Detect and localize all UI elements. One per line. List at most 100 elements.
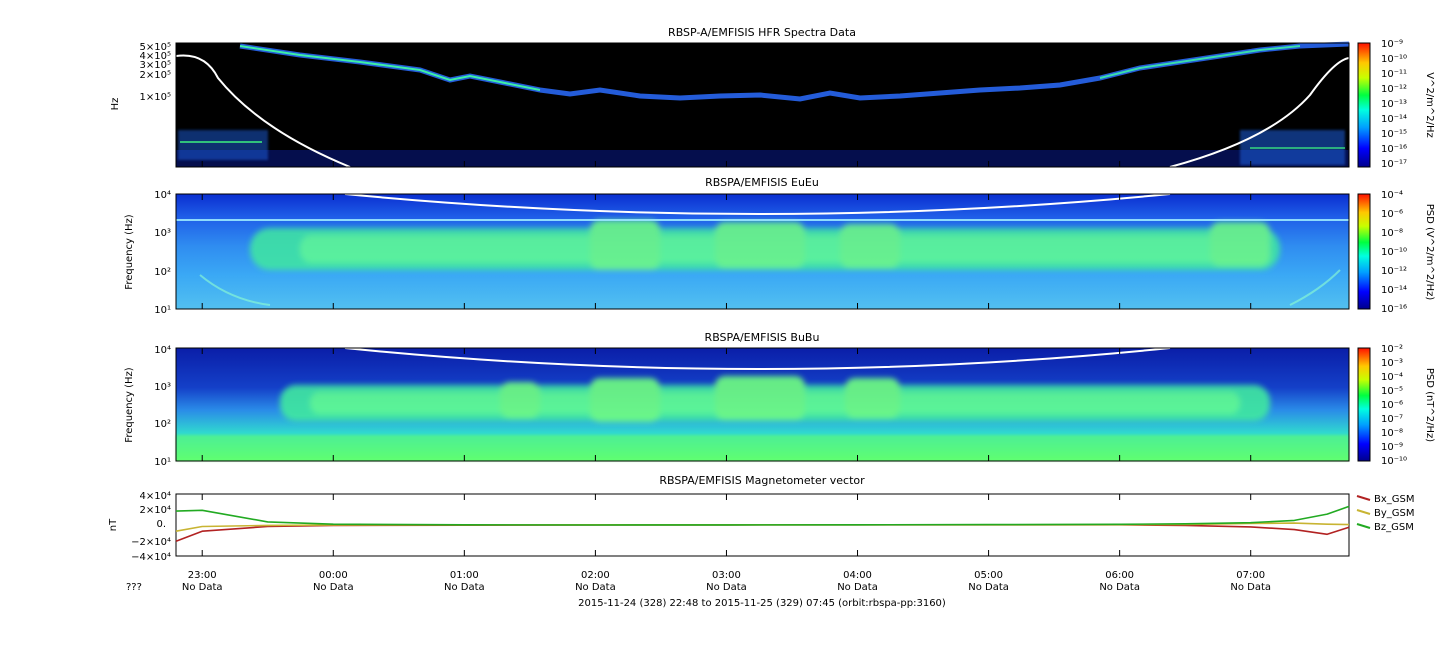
panel-ylabel: nT (108, 518, 119, 531)
colorbar (1357, 42, 1371, 168)
x-ticks (201, 43, 1252, 556)
colorbar-label: PSD (V^2/m^2/Hz) (1424, 204, 1435, 301)
no-data-label: No Data (1099, 582, 1140, 593)
colorbar-tick-label: 10⁻⁶ (1381, 209, 1403, 220)
colorbar-label: PSD (nT^2/Hz) (1424, 368, 1435, 442)
eueu-model-curve (344, 193, 1171, 215)
bubu-panel: RBSPA/EMFISIS BuBu Frequency (Hz) 10⁴ 10… (124, 331, 1435, 468)
y-tick-label: 2×10⁴ (140, 505, 171, 516)
hfr-model-curve-left (175, 54, 351, 168)
colorbar-tick-label: 10⁻³ (1381, 358, 1403, 369)
no-data-label: No Data (182, 582, 223, 593)
legend-label: Bz_GSM (1374, 522, 1414, 533)
time-tick-label: 02:00 (581, 570, 610, 581)
y-tick-label: 4×10⁴ (140, 491, 171, 502)
colorbar-tick-labels: 10⁻⁹ 10⁻¹⁰ 10⁻¹¹ 10⁻¹² 10⁻¹³ 10⁻¹⁴ 10⁻¹⁵… (1381, 39, 1407, 170)
time-tick-label: 00:00 (319, 570, 348, 581)
colorbar-tick-label: 10⁻¹⁶ (1381, 304, 1407, 315)
y-tick-label: 4×10⁵ (140, 51, 171, 62)
panel-title: RBSPA/EMFISIS EuEu (705, 176, 819, 189)
y-tick-label: 10⁴ (154, 190, 171, 201)
colorbar-tick-label: 10⁻⁶ (1381, 400, 1403, 411)
time-tick-label: 04:00 (843, 570, 872, 581)
colorbar-tick-labels: 10⁻² 10⁻³ 10⁻⁴ 10⁻⁵ 10⁻⁶ 10⁻⁷ 10⁻⁸ 10⁻⁹ … (1381, 344, 1407, 467)
y-tick-label: −2×10⁴ (131, 537, 171, 548)
time-tick-label: 23:00 (188, 570, 217, 581)
colorbar-tick-label: 10⁻¹⁷ (1381, 159, 1407, 170)
bubu-model-curve (344, 347, 1171, 370)
y-tick-label: 5×10⁵ (140, 42, 171, 53)
y-tick-label: 0. (156, 519, 166, 530)
y-tick-label: 10² (154, 267, 171, 278)
panel-title: RBSPA/EMFISIS BuBu (705, 331, 820, 344)
colorbar-tick-label: 10⁻⁴ (1381, 372, 1403, 383)
y-tick-label: 1×10⁵ (140, 92, 171, 103)
time-axis-footer: 2015-11-24 (328) 22:48 to 2015-11-25 (32… (578, 598, 946, 609)
time-tick-label: 05:00 (974, 570, 1003, 581)
time-tick-label: 07:00 (1236, 570, 1265, 581)
panel-ylabel: Frequency (Hz) (124, 214, 135, 290)
y-tick-label: 3×10⁵ (140, 60, 171, 71)
no-data-label: No Data (575, 582, 616, 593)
y-tick-label: 10⁴ (154, 345, 171, 356)
colorbar-tick-label: 10⁻¹⁰ (1381, 456, 1407, 467)
mag-panel: RBSPA/EMFISIS Magnetometer vector nT 4×1… (108, 474, 1415, 563)
panel-ylabel: Hz (110, 98, 121, 111)
legend-swatch (1356, 495, 1371, 501)
y-tick-label: 10¹ (154, 305, 171, 316)
y-tick-labels: 10⁴ 10³ 10² 10¹ (154, 345, 171, 468)
colorbar-tick-label: 10⁻⁴ (1381, 190, 1403, 201)
no-data-label: No Data (968, 582, 1009, 593)
colorbar-tick-label: 10⁻⁹ (1381, 442, 1403, 453)
legend-label: Bx_GSM (1374, 494, 1415, 505)
eueu-emission (250, 220, 1280, 270)
hfr-low-band (176, 150, 1349, 167)
colorbar-tick-label: 10⁻¹⁵ (1381, 129, 1407, 140)
colorbar-tick-label: 10⁻¹⁴ (1381, 285, 1407, 296)
mag-legend: Bx_GSM By_GSM Bz_GSM (1356, 494, 1415, 533)
colorbar-tick-label: 10⁻¹³ (1381, 99, 1407, 110)
colorbar-tick-label: 10⁻¹¹ (1381, 69, 1407, 80)
y-tick-label: 10³ (154, 382, 171, 393)
colorbar-tick-label: 10⁻² (1381, 344, 1403, 355)
colorbar-tick-label: 10⁻¹⁶ (1381, 144, 1407, 155)
colorbar (1357, 193, 1371, 310)
colorbar-tick-label: 10⁻¹² (1381, 84, 1407, 95)
time-row-label: ??? (126, 582, 142, 593)
y-tick-label: 10³ (154, 228, 171, 239)
eueu-panel: RBSPA/EMFISIS EuEu Frequency (Hz) 10⁴ 10… (124, 176, 1435, 316)
no-data-label: No Data (706, 582, 747, 593)
colorbar-tick-label: 10⁻¹⁰ (1381, 54, 1407, 65)
mag-lines (175, 505, 1350, 543)
no-data-label: No Data (313, 582, 354, 593)
y-tick-label: −4×10⁴ (131, 552, 171, 563)
y-tick-labels: 5×10⁵ 4×10⁵ 3×10⁵ 2×10⁵ 1×10⁵ (140, 42, 171, 103)
colorbar-tick-label: 10⁻¹⁰ (1381, 247, 1407, 258)
colorbar-tick-label: 10⁻⁹ (1381, 39, 1403, 50)
legend-swatch (1356, 509, 1371, 515)
time-tick-label: 03:00 (712, 570, 741, 581)
legend-label: By_GSM (1374, 508, 1415, 519)
y-tick-label: 10² (154, 419, 171, 430)
time-tick-label: 01:00 (450, 570, 479, 581)
bubu-emission (280, 376, 1270, 422)
no-data-label: No Data (444, 582, 485, 593)
y-tick-label: 10¹ (154, 457, 171, 468)
panel-title: RBSPA/EMFISIS Magnetometer vector (659, 474, 865, 487)
colorbar-tick-label: 10⁻⁵ (1381, 386, 1403, 397)
colorbar-tick-labels: 10⁻⁴ 10⁻⁶ 10⁻⁸ 10⁻¹⁰ 10⁻¹² 10⁻¹⁴ 10⁻¹⁶ (1381, 190, 1407, 315)
colorbar-tick-label: 10⁻⁸ (1381, 228, 1403, 239)
panel-ylabel: Frequency (Hz) (124, 367, 135, 443)
colorbar-tick-label: 10⁻¹² (1381, 266, 1407, 277)
time-tick-label: 06:00 (1105, 570, 1134, 581)
colorbar (1357, 347, 1371, 462)
y-tick-labels: 4×10⁴ 2×10⁴ 0. −2×10⁴ −4×10⁴ (131, 491, 171, 563)
hfr-panel: RBSP-A/EMFISIS HFR Spectra Data Hz 5×10⁵… (110, 26, 1435, 170)
colorbar-label: V^2/m^2/Hz (1424, 72, 1435, 138)
mag-series-line (175, 505, 1350, 526)
hfr-model-curve-right (1169, 57, 1350, 168)
y-tick-label: 2×10⁵ (140, 70, 171, 81)
